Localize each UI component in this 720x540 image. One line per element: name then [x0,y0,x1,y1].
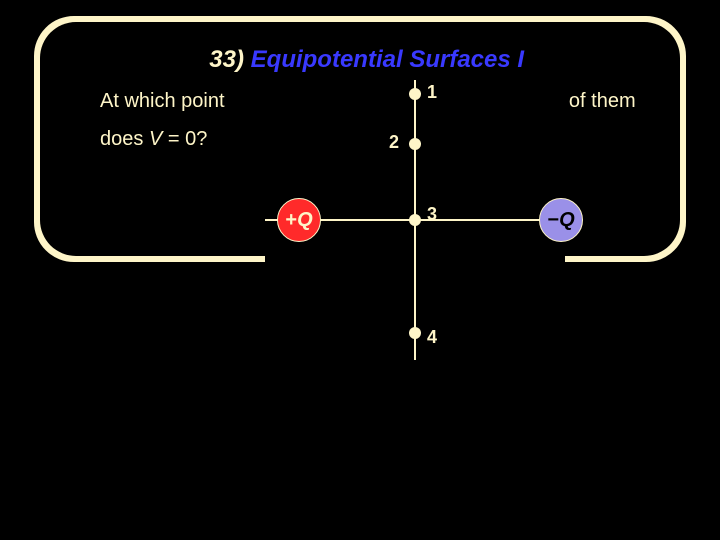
point-1-label: 1 [427,82,437,103]
question-line2-prefix: does [100,128,149,150]
slide-title: 33) Equipotential Surfaces I [0,18,720,74]
negative-sign: − [547,209,559,231]
charge-diagram: 1 2 3 4 +Q − Q [265,80,565,360]
positive-charge: +Q [277,198,321,242]
negative-charge-label: −Q [547,209,574,232]
point-3-label: 3 [427,204,437,225]
question-line2-suffix: = 0? [162,128,207,150]
title-number: 33) [209,46,244,73]
point-2 [409,138,421,150]
point-1 [409,88,421,100]
question-var: V [149,128,162,150]
title-text: Equipotential Surfaces I [244,46,524,73]
point-3 [409,214,421,226]
negative-charge: −Q [539,198,583,242]
point-4-label: 4 [427,327,437,348]
positive-sign: + [285,209,297,231]
point-2-label: 2 [389,132,399,153]
question-line2: does V = 0? [100,128,207,151]
negative-symbol: Q [559,209,575,231]
positive-symbol: Q [297,209,313,231]
point-4 [409,327,421,339]
positive-charge-label: +Q [285,209,312,232]
question-line1: At which point [100,90,225,113]
